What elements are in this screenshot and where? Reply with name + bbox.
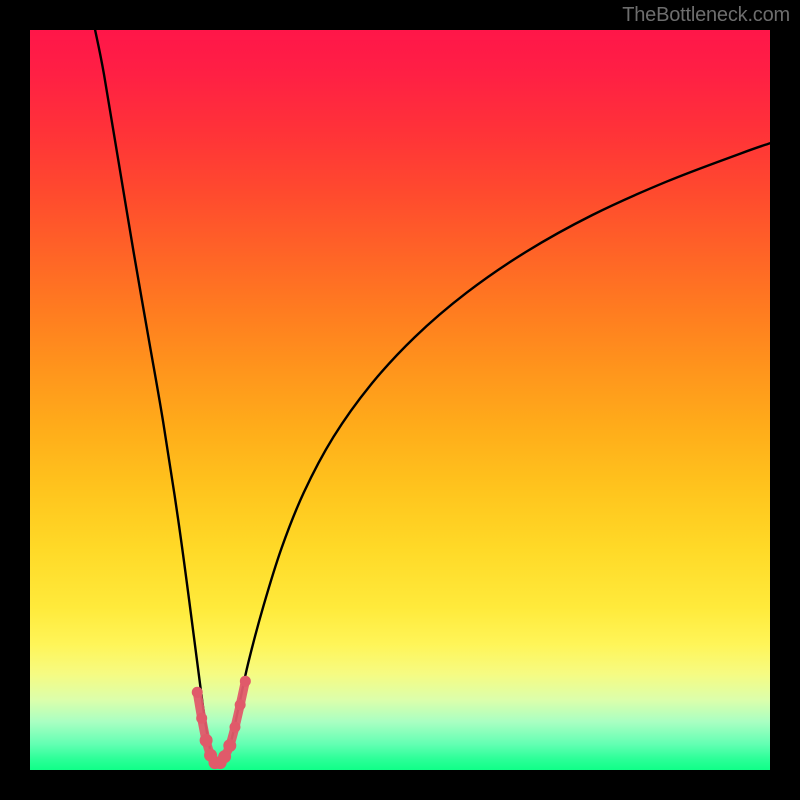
watermark-text: TheBottleneck.com [622,4,790,27]
curve-marker [197,713,207,723]
curve-marker [230,722,240,732]
curve-marker [192,687,202,697]
curve-marker [219,751,231,763]
curve-marker [240,676,250,686]
chart-canvas: TheBottleneck.com [0,0,800,800]
curve-marker [235,700,245,710]
chart-svg [0,0,800,800]
curve-marker [200,734,212,746]
plot-area [30,30,770,770]
curve-marker [224,740,236,752]
